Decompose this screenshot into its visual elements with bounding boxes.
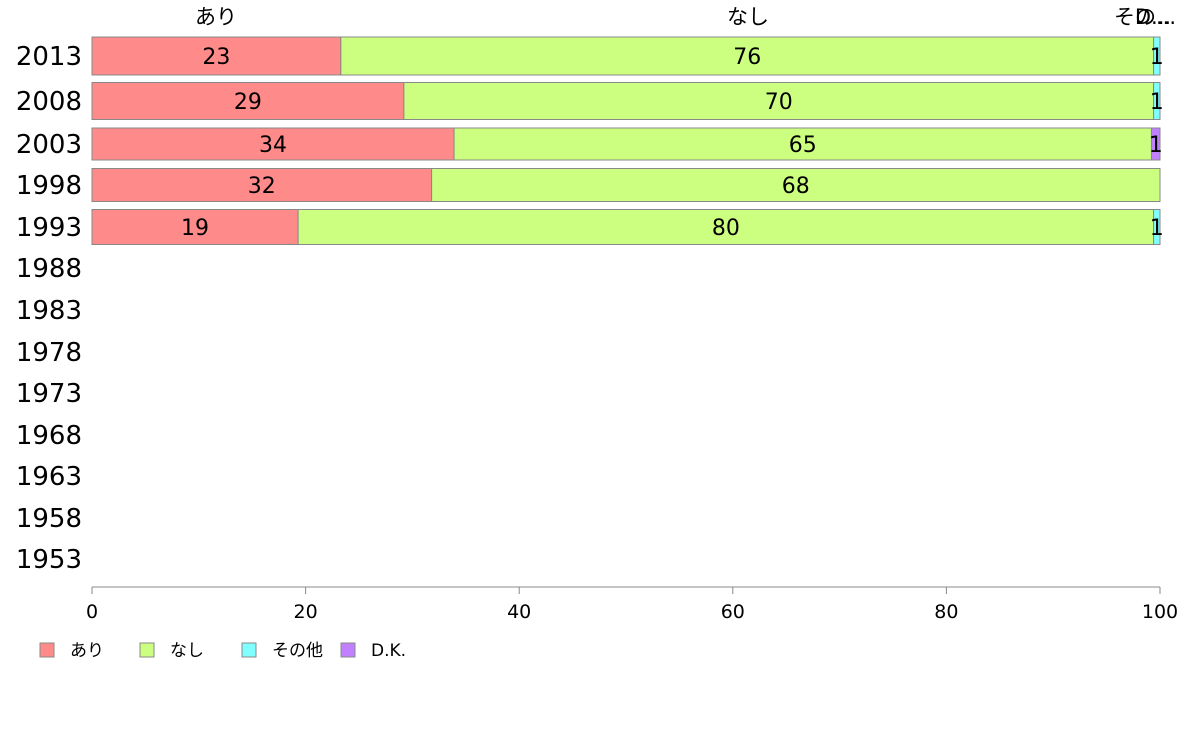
bar-segment bbox=[431, 168, 1161, 202]
x-tick-label: 80 bbox=[934, 601, 958, 623]
x-tick-label: 20 bbox=[294, 601, 318, 623]
bar-segment bbox=[91, 209, 299, 245]
y-tick-label: 1983 bbox=[16, 296, 82, 326]
x-tick-label: 0 bbox=[86, 601, 98, 623]
y-tick-label: 1953 bbox=[16, 545, 82, 575]
top-series-label: あり bbox=[195, 5, 237, 29]
legend-swatch bbox=[241, 642, 257, 658]
bar-segment bbox=[91, 36, 342, 76]
data-label: 29 bbox=[234, 90, 262, 115]
data-label: 65 bbox=[789, 133, 817, 158]
legend-label: なし bbox=[170, 641, 204, 661]
y-tick-label: 1958 bbox=[16, 504, 82, 534]
y-tick-label: 1978 bbox=[16, 338, 82, 368]
data-label: 34 bbox=[259, 133, 287, 158]
data-label: 1 bbox=[1150, 216, 1164, 241]
y-tick-label: 2003 bbox=[16, 130, 82, 160]
data-label: 1 bbox=[1150, 90, 1164, 115]
data-label: 70 bbox=[765, 90, 793, 115]
bar-segment bbox=[453, 127, 1152, 161]
y-tick-label: 2013 bbox=[16, 42, 82, 72]
legend-label: D.K. bbox=[371, 641, 406, 661]
data-label: 76 bbox=[733, 45, 761, 70]
y-tick-label: 1998 bbox=[16, 171, 82, 201]
bar-segment bbox=[1153, 36, 1161, 76]
y-tick-label: 1963 bbox=[16, 462, 82, 492]
data-label: 32 bbox=[248, 174, 276, 199]
y-tick-label: 1973 bbox=[16, 379, 82, 409]
y-tick-label: 1988 bbox=[16, 254, 82, 284]
data-label: 23 bbox=[202, 45, 230, 70]
bar-segment bbox=[1153, 209, 1161, 245]
x-tick-label: 100 bbox=[1142, 601, 1178, 623]
bar-segment bbox=[1153, 82, 1161, 120]
data-label: 68 bbox=[782, 174, 810, 199]
top-series-label: D... bbox=[1135, 5, 1171, 29]
bar-segment bbox=[1150, 127, 1161, 161]
y-tick-label: 2008 bbox=[16, 87, 82, 117]
data-label: 1 bbox=[1149, 133, 1163, 158]
data-label: 19 bbox=[181, 216, 209, 241]
legend-label: その他 bbox=[272, 641, 323, 661]
legend-swatch bbox=[39, 642, 55, 658]
bar-segment bbox=[340, 36, 1155, 76]
legend-swatch bbox=[139, 642, 155, 658]
bar-segment bbox=[91, 127, 455, 161]
top-series-label: なし bbox=[727, 5, 769, 29]
legend-swatch bbox=[340, 642, 356, 658]
y-tick-label: 1968 bbox=[16, 421, 82, 451]
legend-label: あり bbox=[70, 641, 104, 661]
x-tick-label: 60 bbox=[721, 601, 745, 623]
y-tick-label: 1993 bbox=[16, 213, 82, 243]
data-label: 80 bbox=[712, 216, 740, 241]
top-series-label: その... bbox=[1114, 5, 1176, 29]
bar-segment bbox=[91, 168, 433, 202]
data-label: 1 bbox=[1150, 45, 1164, 70]
x-tick-label: 40 bbox=[507, 601, 531, 623]
